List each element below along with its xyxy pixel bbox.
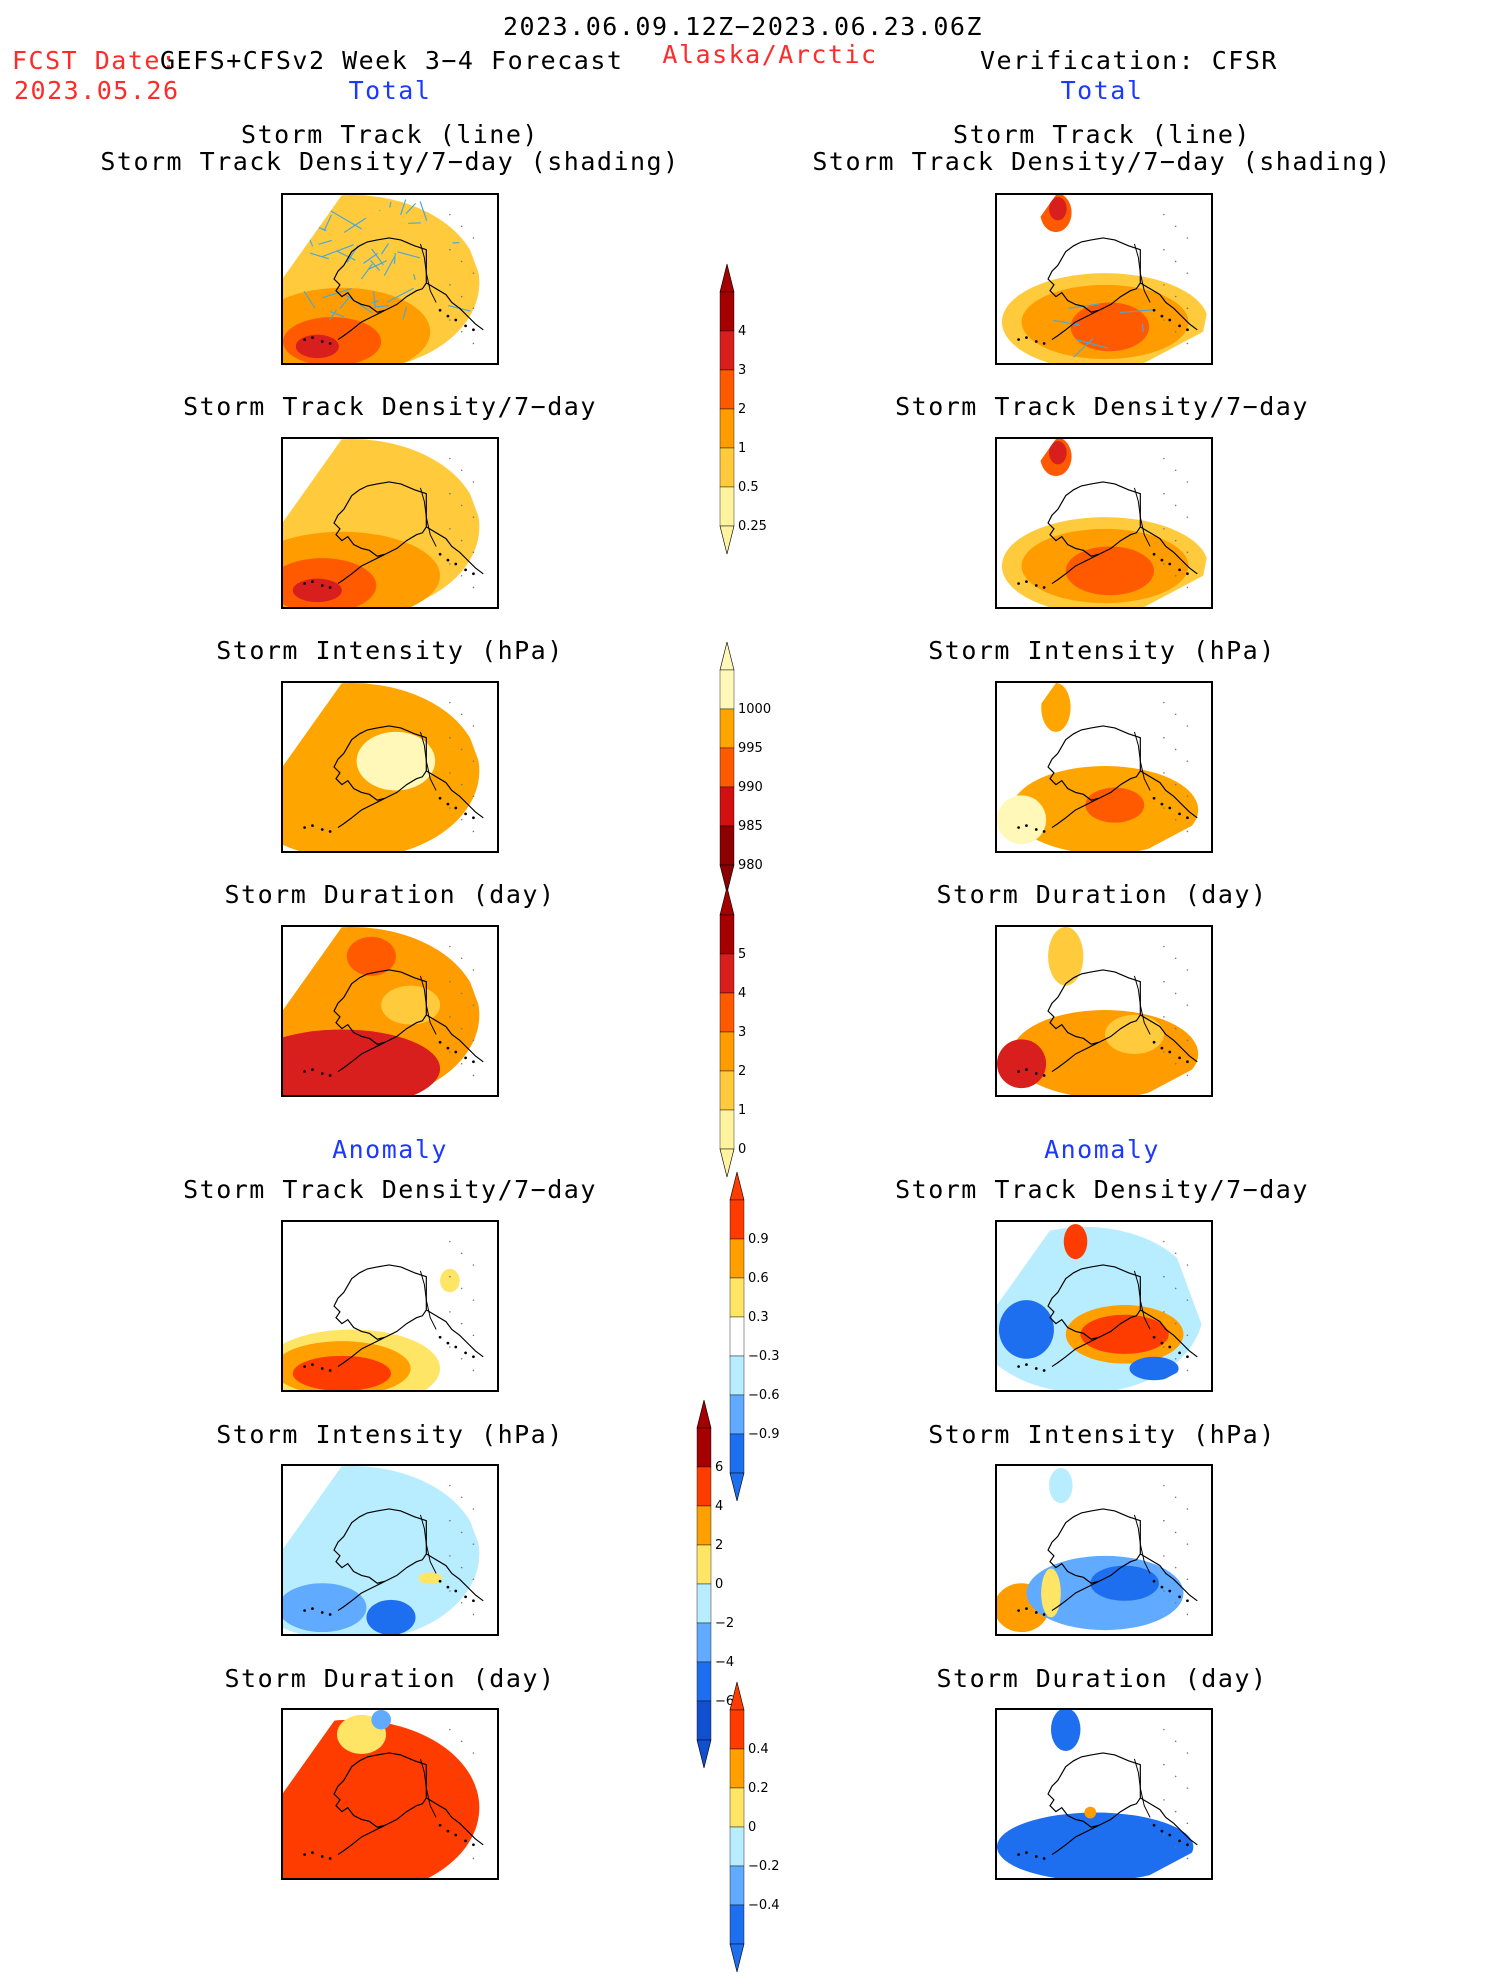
colorbar-tick-label: 1 [738, 441, 746, 456]
colorbar-tick-label: 985 [738, 819, 763, 834]
map-density-forecast [281, 437, 499, 609]
panel-title-intensity-right: Storm Intensity (hPa) [928, 636, 1276, 665]
map-density-cfsr [995, 437, 1213, 609]
panel-title-density-left: Storm Track Density/7−day [183, 392, 597, 421]
panel-title-duration-left: Storm Duration (day) [224, 880, 555, 909]
panel-title-density-anom-right: Storm Track Density/7−day [895, 1175, 1309, 1204]
colorbar-tick-label: −0.3 [748, 1349, 780, 1364]
colorbar-tick-label: 4 [738, 324, 746, 339]
anomaly-label-right: Anomaly [1044, 1135, 1160, 1164]
colorbar-tick-label: 0.2 [748, 1781, 769, 1796]
panel-title-duration-anom-right: Storm Duration (day) [936, 1664, 1267, 1693]
colorbar-tick-label: −0.2 [748, 1859, 780, 1874]
panel-title-track-shading-left: Storm Track Density/7−day (shading) [100, 147, 679, 176]
map-intensity-cfsr [995, 681, 1213, 853]
colorbar-tick-label: −4 [715, 1655, 734, 1670]
map-track-density-cfsr [995, 193, 1213, 365]
panel-title-track-line-right: Storm Track (line) [953, 120, 1251, 149]
colorbar-tick-label: 990 [738, 780, 763, 795]
colorbar-tick-label: 0.9 [748, 1232, 769, 1247]
panel-title-intensity-anom-right: Storm Intensity (hPa) [928, 1420, 1276, 1449]
colorbar-tick-label: 995 [738, 741, 763, 756]
map-density-anomaly-cfsr [995, 1220, 1213, 1392]
colorbar-tick-label: 2 [738, 1064, 746, 1079]
panel-title-duration-right: Storm Duration (day) [936, 880, 1267, 909]
colorbar-tick-label: 980 [738, 858, 763, 873]
map-duration-cfsr [995, 925, 1213, 1097]
panel-title-density-right: Storm Track Density/7−day [895, 392, 1309, 421]
verification-title: Verification: CFSR [980, 46, 1278, 75]
map-intensity-forecast [281, 681, 499, 853]
colorbar-tick-label: 0.25 [738, 519, 767, 534]
total-label-right: Total [1061, 76, 1144, 105]
map-track-density-forecast [281, 193, 499, 365]
colorbar-tick-label: 1 [738, 1103, 746, 1118]
region-title: Alaska/Arctic [662, 40, 877, 69]
fcst-date-label: FCST Date: [12, 46, 178, 75]
colorbar-tick-label: −2 [715, 1616, 734, 1631]
colorbar-tick-label: 0 [748, 1820, 756, 1835]
colorbar-tick-label: 5 [738, 947, 746, 962]
map-intensity-anomaly-forecast [281, 1464, 499, 1636]
colorbar-tick-label: 4 [715, 1499, 723, 1514]
panel-title-intensity-left: Storm Intensity (hPa) [216, 636, 564, 665]
colorbar-tick-label: 3 [738, 363, 746, 378]
forecast-period-title: 2023.06.09.12Z−2023.06.23.06Z [503, 12, 983, 41]
fcst-date-value: 2023.05.26 [14, 76, 180, 105]
panel-title-duration-anom-left: Storm Duration (day) [224, 1664, 555, 1693]
map-density-anomaly-forecast [281, 1220, 499, 1392]
colorbar-tick-label: 2 [738, 402, 746, 417]
panel-title-density-anom-left: Storm Track Density/7−day [183, 1175, 597, 1204]
colorbar-tick-label: 0.6 [748, 1271, 769, 1286]
colorbar-tick-label: 2 [715, 1538, 723, 1553]
colorbar-tick-label: 0.4 [748, 1742, 769, 1757]
model-title: GEFS+CFSv2 Week 3−4 Forecast [160, 46, 623, 75]
panel-title-track-shading-right: Storm Track Density/7−day (shading) [812, 147, 1391, 176]
colorbar-tick-label: −0.4 [748, 1898, 780, 1913]
colorbar-tick-label: 4 [738, 986, 746, 1001]
anomaly-label-left: Anomaly [332, 1135, 448, 1164]
panel-title-intensity-anom-left: Storm Intensity (hPa) [216, 1420, 564, 1449]
colorbar-tick-label: 3 [738, 1025, 746, 1040]
colorbar-tick-label: 0.3 [748, 1310, 769, 1325]
colorbar-tick-label: 0 [715, 1577, 723, 1592]
colorbar-tick-label: 1000 [738, 702, 771, 717]
colorbar-tick-label: 0 [738, 1142, 746, 1157]
map-duration-anomaly-cfsr [995, 1708, 1213, 1880]
colorbar-tick-label: 6 [715, 1460, 723, 1475]
panel-title-track-line-left: Storm Track (line) [241, 120, 539, 149]
map-intensity-anomaly-cfsr [995, 1464, 1213, 1636]
total-label-left: Total [349, 76, 432, 105]
colorbar-tick-label: 0.5 [738, 480, 759, 495]
map-duration-anomaly-forecast [281, 1708, 499, 1880]
map-duration-forecast [281, 925, 499, 1097]
